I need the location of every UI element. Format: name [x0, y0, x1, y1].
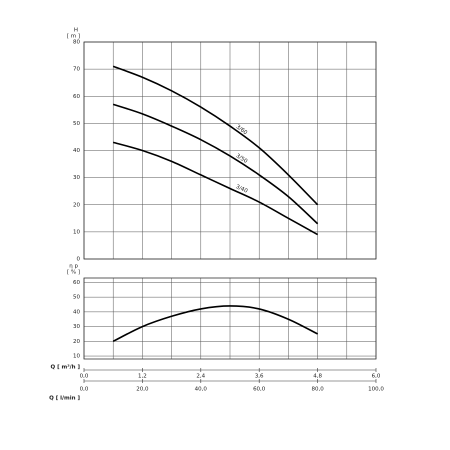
- x-tick-label: 1,2: [138, 374, 147, 380]
- y-tick-label: 50: [73, 295, 80, 301]
- curve: [112, 305, 318, 343]
- y-tick-label: 40: [73, 148, 80, 154]
- curve: [112, 65, 319, 206]
- curve: [112, 141, 318, 236]
- x-tick-label: 0,0: [80, 374, 89, 380]
- x2-tick-label: 100,0: [368, 387, 384, 393]
- curve-label: 3/40: [235, 184, 249, 195]
- x2-tick-label: 80,0: [311, 387, 324, 393]
- y-tick-label: 20: [73, 202, 80, 208]
- y-tick-label: 60: [73, 280, 80, 286]
- x2-tick-label: 40,0: [195, 387, 208, 393]
- y-tick-label: 20: [73, 339, 80, 345]
- curve: [112, 103, 319, 225]
- y-tick-label: 10: [73, 229, 80, 235]
- plot-frame: [83, 277, 377, 360]
- y-tick-label: 60: [73, 94, 80, 100]
- y-tick-label: 80: [73, 40, 80, 46]
- plot-frame: [83, 41, 377, 260]
- y-tick-label: 40: [73, 309, 80, 315]
- y-axis-unit: [ % ]: [67, 270, 80, 276]
- x-tick-label: 2,4: [196, 374, 205, 380]
- y-tick-label: 50: [73, 121, 80, 127]
- x2-tick-label: 20,0: [136, 387, 149, 393]
- x-tick-label: 4,8: [313, 374, 322, 380]
- y-axis-label: H: [74, 28, 78, 34]
- x2-tick-label: 60,0: [253, 387, 266, 393]
- x-tick-label: 3,6: [255, 374, 264, 380]
- y-axis-label: η p: [69, 264, 78, 270]
- y-tick-label: 70: [73, 67, 80, 73]
- x-tick-label: 6,0: [372, 374, 381, 380]
- x-axis-label: Q [ m³/h ]: [50, 364, 80, 371]
- y-tick-label: 0: [77, 257, 81, 263]
- y-tick-label: 10: [73, 354, 80, 360]
- y-tick-label: 30: [73, 175, 80, 181]
- y-axis-unit: [ m ]: [67, 34, 80, 40]
- x2-axis-label: Q [ l/min ]: [49, 396, 80, 402]
- x2-tick-label: 0,0: [80, 387, 89, 393]
- y-tick-label: 30: [73, 324, 80, 330]
